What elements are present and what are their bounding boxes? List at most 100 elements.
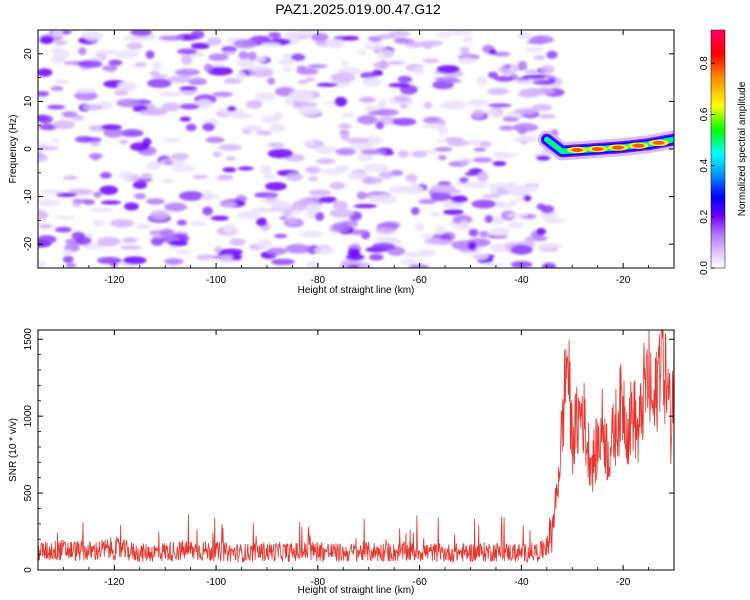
heatmap-cell [516,32,533,39]
heatmap-cell [118,171,135,180]
heatmap-cell [206,37,222,46]
heatmap-cell [190,30,205,40]
heatmap-cell [499,125,515,131]
heatmap-cell [267,142,285,148]
heatmap-cell [63,175,78,181]
x-tick-label: -80 [311,577,326,588]
heatmap-cell [446,30,473,36]
heatmap-cell [227,106,237,112]
heatmap-cell [373,61,391,69]
colorbar-tick-label: 0.2 [699,209,710,223]
heatmap-cell [179,116,191,122]
heatmap-cell [145,161,162,170]
heatmap-signal-track [537,130,674,161]
heatmap-cell [117,82,133,90]
heatmap-cell [196,254,215,261]
heatmap-cell [286,172,304,182]
heatmap-cell [318,196,337,203]
heatmap-cell [510,244,533,255]
colorbar-tick-label: 0.8 [699,56,710,70]
x-tick-label: -80 [311,275,326,286]
heatmap-cell [271,258,295,266]
heatmap-cell [410,181,419,192]
heatmap-cell [267,148,294,159]
heatmap-cell [492,160,507,167]
heatmap-cell [56,192,77,197]
heatmap-cell [277,58,296,66]
heatmap-cell [126,42,143,50]
heatmap-cell [284,97,295,106]
heatmap-cell [245,124,263,132]
heatmap-cell [237,166,254,171]
heatmap-cell [360,71,377,79]
heatmap-cell [219,248,243,256]
heatmap-cell [91,153,100,161]
heatmap-cell [358,96,377,103]
heatmap-cell [550,83,562,89]
heatmap-cell [507,221,525,229]
heatmap-cell [39,36,54,45]
heatmap-cell [405,41,426,48]
heatmap-cell [189,220,207,227]
heatmap-cell [149,70,160,76]
heatmap-cell [62,255,74,264]
heatmap-cell [340,131,350,141]
y-tick-label: 0 [23,146,34,152]
heatmap-cell [494,203,512,209]
heatmap-cell [116,98,141,108]
heatmap-cell [100,124,123,131]
heatmap-cell [273,111,283,122]
snr-series [38,330,674,563]
y-tick-label: 0 [23,567,34,573]
heatmap-cell [471,253,489,260]
heatmap-cell [362,163,389,173]
snr-frame [37,329,675,571]
heatmap-cell [172,165,195,173]
heatmap-cell [466,100,489,107]
heatmap-cell [362,77,382,87]
heatmap-cell [305,166,321,174]
heatmap-cell [75,236,92,246]
heatmap-cell [468,228,479,237]
heatmap-cell [305,76,316,82]
heatmap-cell [367,110,388,116]
heatmap-cell [38,199,62,207]
heatmap-cell [78,47,87,56]
colorbar-tick-label: 0.6 [699,107,710,121]
heatmap-cell [100,171,112,179]
heatmap-cell [284,31,310,37]
heatmap-y-axis-label: Frequency (Hz) [8,115,19,184]
x-tick-label: -60 [412,577,427,588]
heatmap-cell [380,221,401,229]
heatmap-cell [420,233,434,238]
heatmap-cell [342,35,360,41]
heatmap-cell [533,55,546,60]
heatmap-cell [437,32,452,39]
signal-peak-inner [632,143,645,148]
heatmap-cell [536,243,556,252]
heatmap-cell [493,51,511,57]
heatmap-cell [49,47,63,53]
heatmap-cell [517,126,528,135]
heatmap-cell [394,95,410,103]
heatmap-cell [502,117,519,122]
x-tick-label: -60 [412,275,427,286]
heatmap-cell [541,262,557,268]
heatmap-cell [423,102,433,109]
heatmap-cell [459,177,469,184]
heatmap-cell [459,220,469,229]
heatmap-cell [254,207,270,213]
heatmap-cell [347,172,370,181]
heatmap-cell [202,122,215,132]
heatmap-cell [205,136,225,144]
heatmap-cell [179,103,200,110]
snr-y-ticks: 0 500 1000 1500 [23,328,674,573]
heatmap-cell [358,49,367,56]
heatmap-cell [89,207,114,213]
heatmap-cell [39,189,64,195]
heatmap-cell [97,236,121,247]
colorbar-gradient [710,29,726,269]
heatmap-cell [203,63,214,72]
heatmap-cell [524,69,539,75]
heatmap-cell [132,180,148,190]
